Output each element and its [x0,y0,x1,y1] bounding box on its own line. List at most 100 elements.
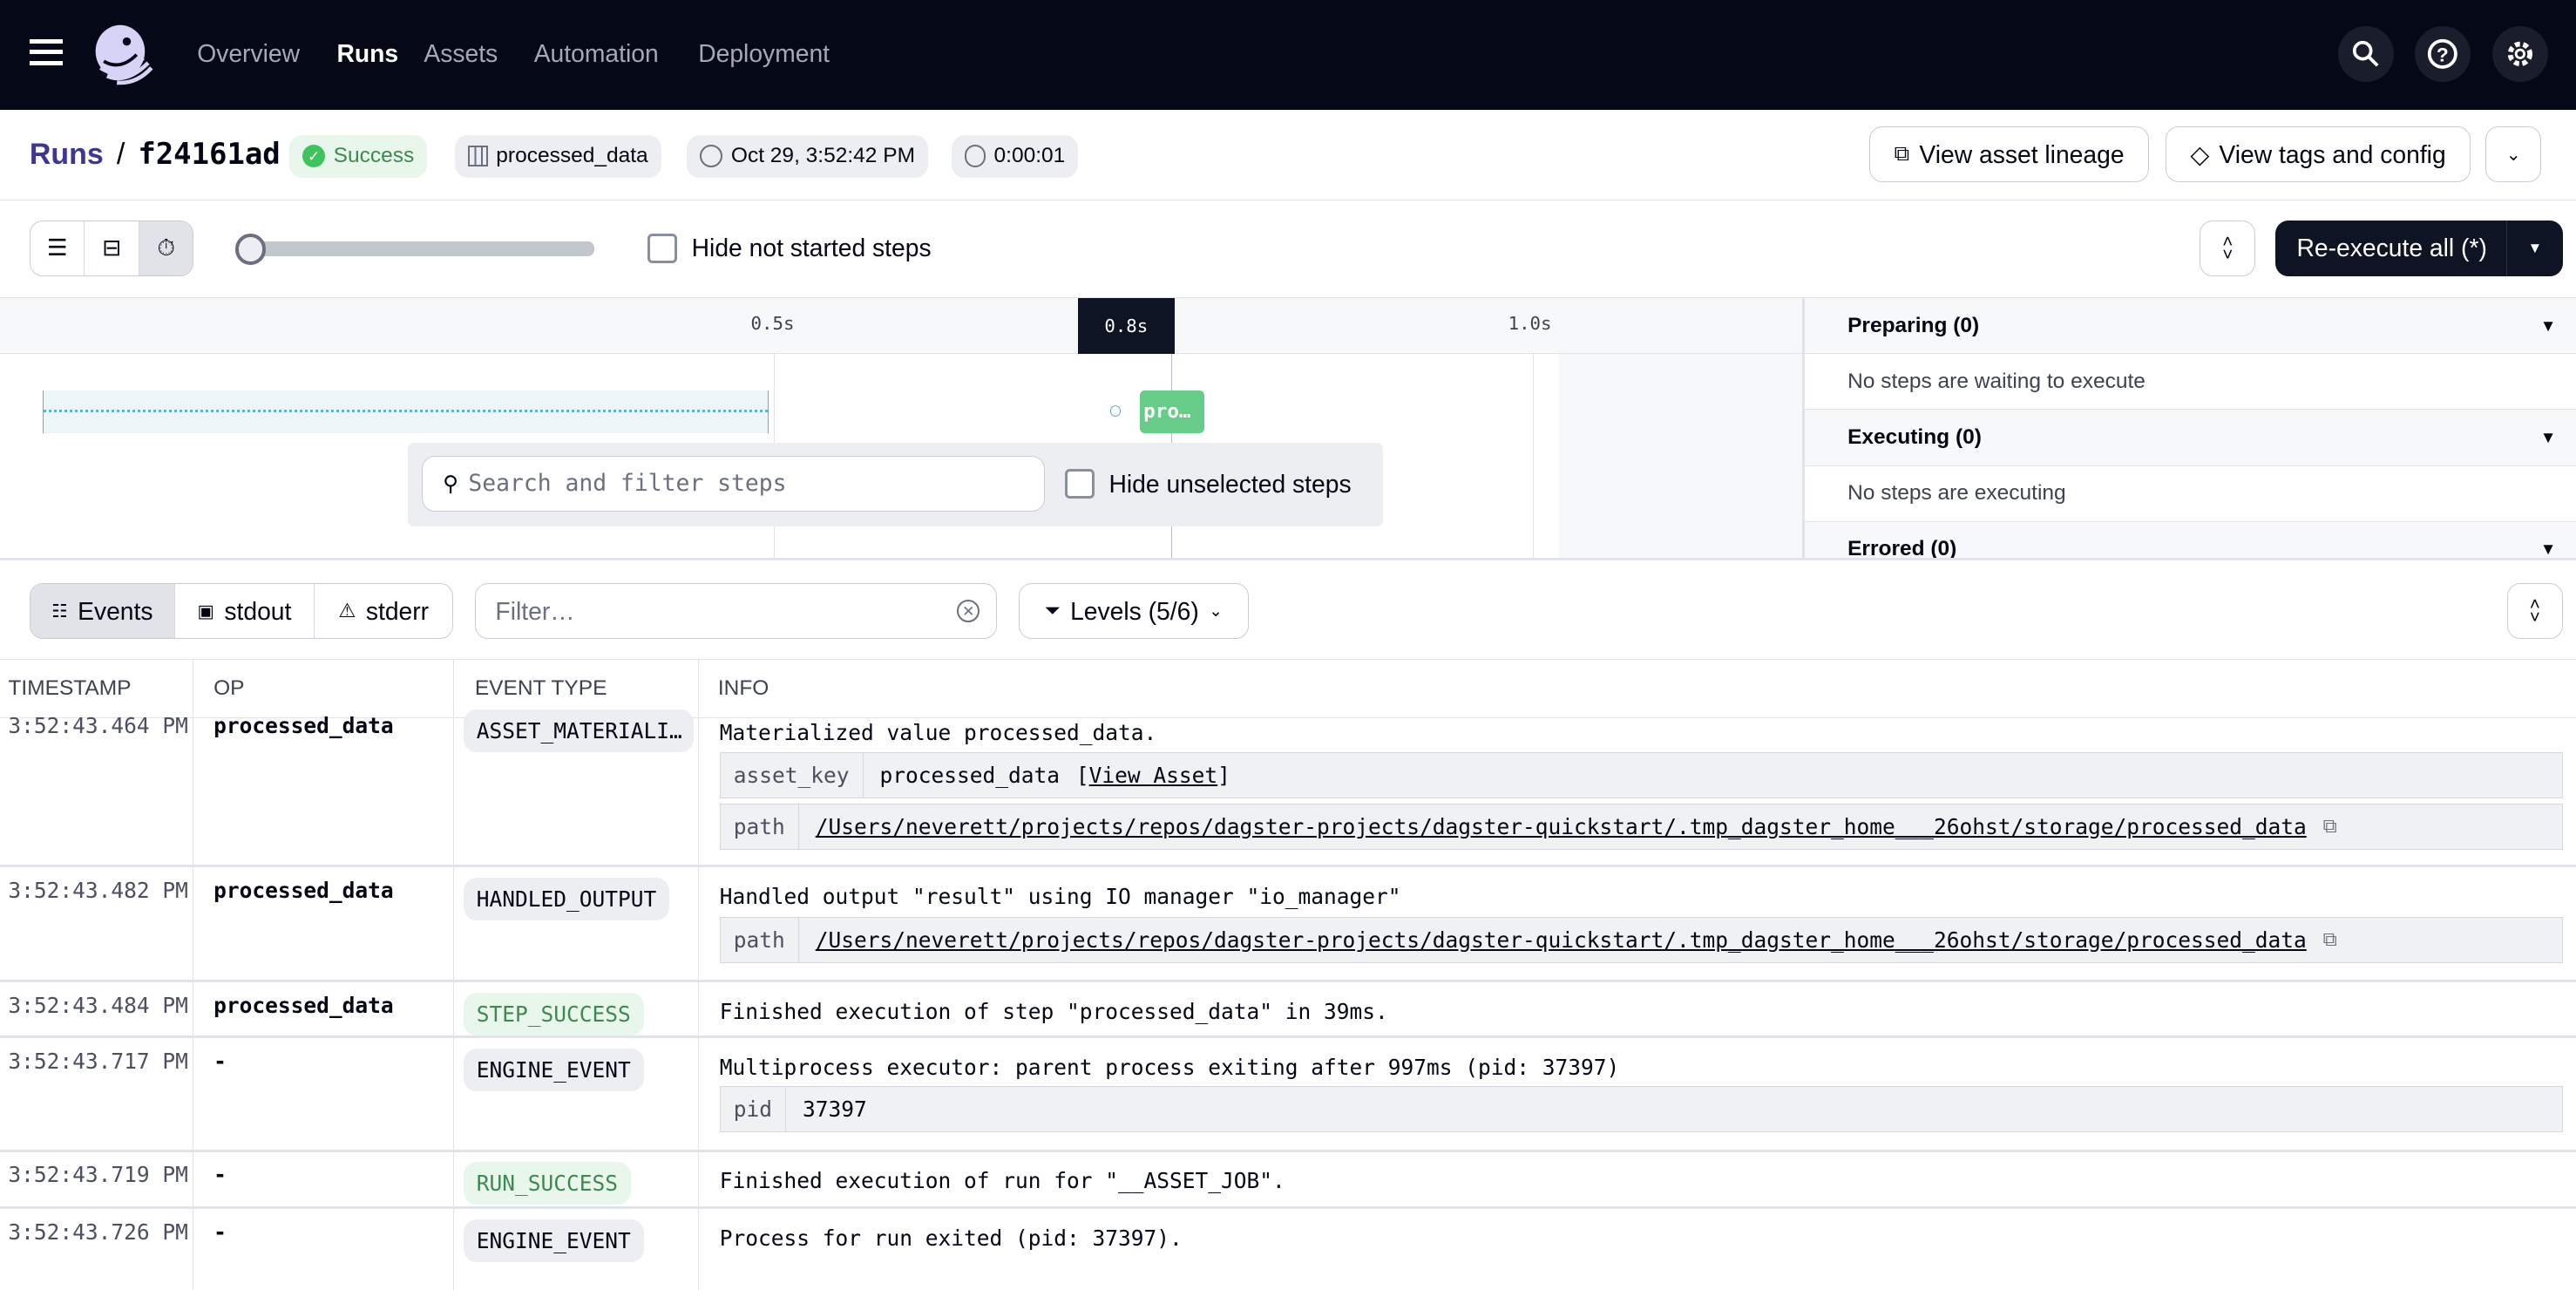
table-icon [468,145,488,167]
duration-tag: 0:00:01 [951,134,1079,178]
search-button[interactable] [2337,26,2394,83]
nav-deployment[interactable]: Deployment [698,39,830,68]
event-type-badge: RUN_SUCCESS [463,1161,632,1205]
timer-icon [964,144,986,168]
caret-down-icon[interactable]: ▼ [2527,239,2543,256]
event-type-badge: ASSET_MATERIALI… [463,710,694,753]
more-dropdown-button[interactable]: ⌄ [2485,126,2542,183]
expand-collapse-button[interactable]: ˄ ˅ [2200,220,2256,276]
section-executing[interactable]: Executing (0) ▼ [1805,410,2576,466]
view-asset-link[interactable]: View Asset [1088,763,1218,789]
settings-button[interactable] [2491,26,2548,83]
step-start-dot [1110,404,1121,417]
nav-automation[interactable]: Automation [533,39,659,68]
tab-stderr[interactable]: ⚠ stderr [315,584,452,638]
table-row: 3:52:43.484 PM processed_data STEP_SUCCE… [0,982,2576,1039]
timer-view-button[interactable]: ⏱ [139,221,193,275]
event-type-badge: ENGINE_EVENT [463,1219,644,1262]
warning-icon: ⚠ [338,600,356,622]
column-event-type: EVENT TYPE [474,676,607,700]
start-time-tag: Oct 29, 3:52:42 PM [687,134,929,178]
checkbox[interactable] [1064,469,1095,499]
zoom-slider-handle[interactable] [234,233,267,265]
column-timestamp: TIMESTAMP [8,676,132,700]
section-title: Preparing (0) [1847,313,1980,337]
hide-unselected-label: Hide unselected steps [1108,469,1352,498]
checkbox[interactable] [647,233,677,263]
event-type-badge: ENGINE_EVENT [463,1048,644,1091]
zoom-slider-track[interactable] [246,241,595,257]
filter-icon: ⏷ [1044,600,1061,622]
step-search-input[interactable]: ⚲ Search and filter steps [422,456,1045,513]
table-row: 3:52:43.726 PM - ENGINE_EVENT Process fo… [0,1210,2576,1290]
copy-icon[interactable]: ⧉ [2322,928,2337,952]
status-text: Success [333,144,415,168]
nav-overview[interactable]: Overview [197,39,301,68]
tick-label: 0.5s [750,313,795,335]
event-type-badge: STEP_SUCCESS [463,992,644,1035]
tab-label: stdout [224,596,292,625]
run-startup-bar [43,390,769,433]
top-nav: Overview Runs Assets Automation Deployme… [0,0,2576,111]
metadata-key: path [721,917,799,962]
hide-not-started-checkbox[interactable]: Hide not started steps [647,233,932,263]
tab-label: stderr [365,596,430,625]
dagster-logo[interactable] [91,22,156,87]
caret-down-icon: ▼ [2539,316,2557,335]
copy-icon[interactable]: ⧉ [2322,815,2337,838]
step-bar-processed-data[interactable]: pro… [1140,390,1204,433]
search-icon [2352,41,2379,67]
asset-tag[interactable]: processed_data [455,134,661,178]
path-link[interactable]: /Users/neverett/projects/repos/dagster-p… [815,927,2307,953]
help-button[interactable]: ? [2415,26,2471,83]
timestamp: 3:52:43.717 PM [8,1048,188,1074]
tab-events[interactable]: ☷ Events [30,584,175,639]
view-tags-config-button[interactable]: ◇ View tags and config [2165,126,2471,183]
nav-runs[interactable]: Runs [336,39,399,68]
tree-view-button[interactable]: ⊟ [85,221,139,275]
levels-label: Levels (5/6) [1070,596,1199,625]
path-link[interactable]: /Users/neverett/projects/repos/dagster-p… [815,813,2307,839]
waterfall-view-button[interactable]: ☰ [31,221,85,275]
search-placeholder: Search and filter steps [468,471,787,498]
info-text: Finished execution of run for "__ASSET_J… [719,1168,1285,1194]
log-filter-input[interactable]: Filter… ✕ [474,583,998,640]
duration: 0:00:01 [993,144,1066,168]
run-id: f24161ad [138,138,281,173]
chevron-down-icon: ⌄ [1209,601,1223,621]
metadata-row: path/Users/neverett/projects/repos/dagst… [719,916,2563,963]
section-preparing[interactable]: Preparing (0) ▼ [1805,298,2576,355]
log-toolbar: ☷ Events ▣ stdout ⚠ stderr Filter… ✕ ⏷ Level… [0,560,2576,659]
reexecute-button-group: Re-execute all (*) ▼ [2275,220,2563,276]
menu-icon[interactable] [29,39,63,66]
tab-stdout[interactable]: ▣ stdout [175,584,315,639]
levels-dropdown[interactable]: ⏷ Levels (5/6) ⌄ [1018,583,1249,640]
op-name: processed_data [214,992,394,1018]
nav-assets[interactable]: Assets [424,39,498,68]
breadcrumb-runs[interactable]: Runs [29,138,104,172]
column-op: OP [214,676,245,700]
section-errored[interactable]: Errored (0) ▼ [1805,521,2576,560]
settings-icon [2507,42,2533,67]
clear-icon[interactable]: ✕ [957,600,980,623]
search-icon: ⚲ [443,472,459,497]
expand-logs-button[interactable]: ˄ ˅ [2506,583,2563,640]
op-name: - [214,1219,227,1245]
section-title: Errored (0) [1847,537,1957,560]
timestamp: 3:52:43.482 PM [8,877,188,903]
step-filter-bar: ⚲ Search and filter steps Hide unselecte… [407,443,1384,527]
metadata-key: asset_key [721,753,864,798]
tab-label: Events [78,596,153,625]
list-icon: ☷ [51,601,68,621]
chevron-down-icon: ⌄ [2505,144,2522,165]
time-axis: 0.5s 0.8s 1.0s [0,298,1803,355]
info-text: Finished execution of step "processed_da… [719,999,1388,1025]
info-text: Handled output "result" using IO manager… [719,884,1401,910]
hide-not-started-label: Hide not started steps [691,234,932,262]
hide-unselected-checkbox[interactable]: Hide unselected steps [1064,469,1352,499]
reexecute-all-button[interactable]: Re-execute all (*) [2275,220,2507,276]
view-asset-lineage-button[interactable]: ⧉ View asset lineage [1869,126,2149,183]
log-table-header: TIMESTAMP OP EVENT TYPE INFO [0,658,2576,718]
terminal-icon: ▣ [197,601,215,621]
lineage-icon: ⧉ [1894,142,1910,166]
